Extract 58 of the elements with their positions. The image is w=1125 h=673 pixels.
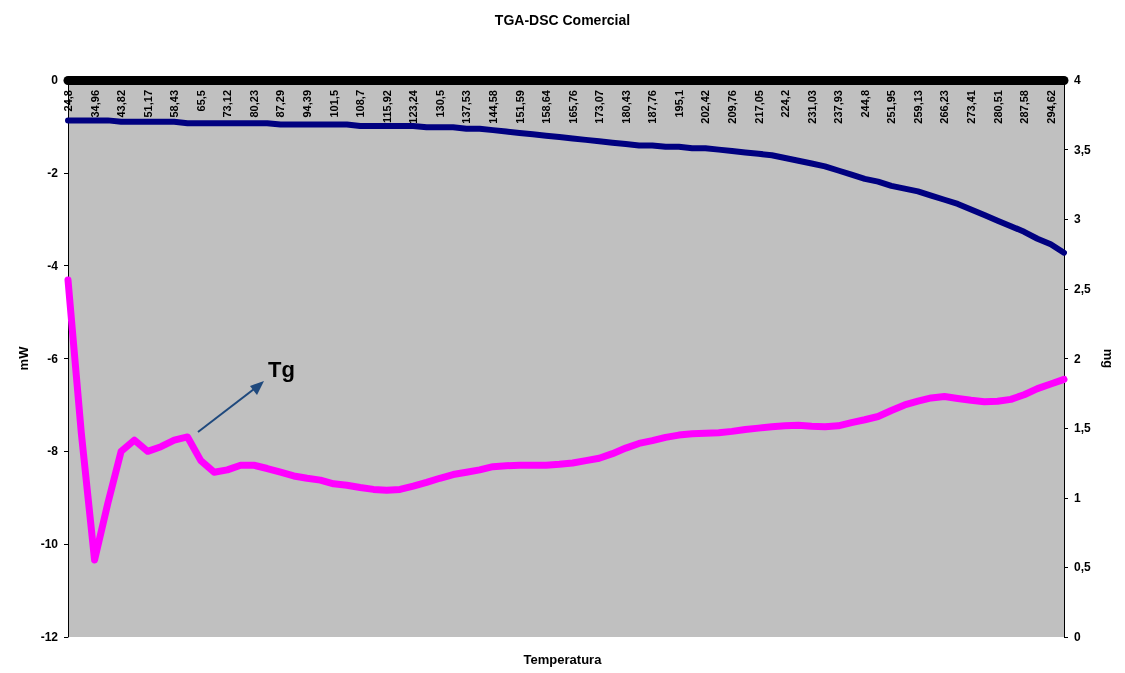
x-tick-label: 244,8	[858, 90, 871, 118]
x-tick-label: 94,39	[301, 90, 314, 118]
y2-tick-label: 4	[1074, 73, 1081, 87]
chart-title: TGA-DSC Comercial	[494, 12, 631, 28]
x-tick-label: 144,58	[486, 90, 499, 124]
annotation: Tg	[268, 356, 295, 382]
x-tick-label: 237,93	[832, 90, 845, 124]
x-tick-label: 231,03	[805, 90, 818, 124]
y-tick-label: -2	[47, 165, 59, 180]
x-tick-label: 43,82	[115, 90, 128, 118]
x-tick-label: 266,23	[938, 90, 951, 124]
x-tick-label: 217,05	[752, 90, 765, 124]
y2-tick-label: 1,5	[1074, 421, 1092, 436]
x-tick-label: 287,58	[1018, 90, 1031, 124]
x-tick-label: 58,43	[168, 90, 181, 118]
x-tick-label: 137,53	[460, 90, 473, 124]
y2-tick-label: 3	[1074, 212, 1081, 227]
x-tick-label: 259,13	[911, 90, 924, 124]
x-tick-label: 73,12	[221, 90, 234, 118]
y-tick-label: -8	[47, 444, 59, 459]
x-tick-label: 158,64	[540, 89, 553, 124]
x-tick-label: 209,76	[726, 90, 738, 124]
x-tick-label: 115,92	[380, 90, 393, 124]
y2-tick-label: 3,5	[1074, 142, 1092, 157]
x-tick-label: 294,62	[1044, 90, 1057, 124]
x-tick-label: 108,7	[354, 90, 367, 118]
x-tick-label: 202,42	[699, 90, 712, 124]
x-tick-label: 165,76	[566, 90, 579, 124]
y-tick-label: -6	[47, 351, 59, 366]
y2-tick-label: 1	[1074, 490, 1081, 505]
y2-tick-label: 2	[1074, 351, 1081, 366]
y2-tick-label: 0	[1074, 630, 1081, 644]
x-tick-label: 123,24	[407, 89, 420, 124]
x-tick-label: 87,29	[274, 90, 287, 118]
x-tick-label: 51,17	[141, 90, 154, 118]
x-tick-label: 173,07	[593, 90, 606, 124]
x-tick-label: 101,5	[327, 90, 340, 118]
y2-axis-title: mg	[1100, 348, 1116, 369]
y-tick-label: -4	[47, 258, 59, 273]
x-tick-label: 130,5	[433, 90, 446, 118]
y-axis-title: mW	[15, 345, 31, 371]
x-tick-label: 273,41	[965, 90, 978, 124]
x-axis-title: Temperatura	[523, 652, 603, 667]
y-tick-label: 0	[51, 73, 59, 87]
y2-tick-label: 0,5	[1074, 560, 1092, 575]
x-tick-label: 224,2	[779, 90, 792, 118]
x-tick-label: 151,59	[513, 90, 526, 124]
x-tick-label: 195,1	[672, 90, 685, 118]
x-tick-label: 65,5	[194, 90, 207, 112]
y-tick-label: -12	[40, 630, 59, 644]
x-tick-label: 80,23	[247, 90, 260, 118]
x-tick-label: 34,96	[88, 90, 101, 118]
x-tick-label: 280,51	[991, 90, 1004, 124]
x-tick-label: 251,95	[885, 90, 898, 124]
x-tick-label: 180,43	[619, 90, 632, 124]
x-tick-label: 187,76	[646, 90, 659, 124]
y-tick-label: -10	[40, 537, 59, 552]
y2-tick-label: 2,5	[1074, 281, 1092, 296]
